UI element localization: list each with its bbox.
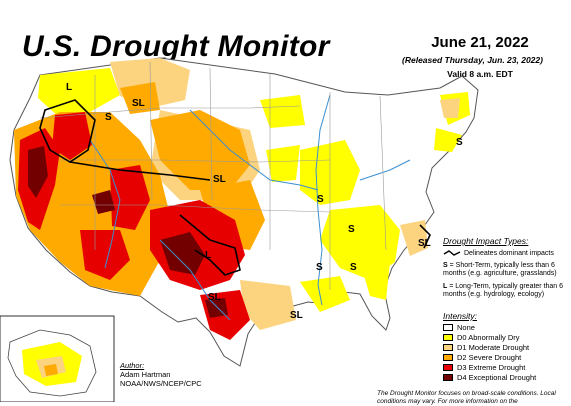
legend-swatch <box>443 323 453 331</box>
impact-label: SL <box>418 238 431 249</box>
valid-time: Valid 8 a.m. EDT <box>447 69 513 79</box>
author-heading: Author: <box>120 361 145 370</box>
impact-label: SL <box>132 98 145 109</box>
impact-boundaries <box>39 99 431 276</box>
legend-label: D0 Abnormally Dry <box>457 332 520 342</box>
release-date: (Released Thursday, Jun. 23, 2022) <box>402 55 543 65</box>
author-block: Author: Adam Hartman NOAA/NWS/NCEP/CPC <box>120 361 202 388</box>
impact-types-key: Drought Impact Types: Delineates dominan… <box>443 236 571 299</box>
intensity-legend: Intensity: None D0 Abnormally Dry D1 Mod… <box>443 311 571 382</box>
page-title: U.S. Drought Monitor <box>22 30 330 63</box>
footnote: The Drought Monitor focuses on broad-sca… <box>377 390 556 405</box>
legend-item: D0 Abnormally Dry <box>443 332 571 342</box>
impact-label: SL <box>213 174 226 185</box>
author-org: NOAA/NWS/NCEP/CPC <box>120 379 202 388</box>
impact-label: SL <box>208 292 221 303</box>
impact-types-heading: Drought Impact Types: <box>443 236 529 246</box>
impact-labels: L SL SL S S L SL S S S SL SL S <box>66 82 463 321</box>
impact-label: SL <box>290 310 303 321</box>
delineates-row: Delineates dominant impacts <box>443 249 571 257</box>
short-term-description: S = Short-Term, typically less than 6 mo… <box>443 262 571 278</box>
long-term-text: = Long-Term, typically greater than 6 mo… <box>443 283 564 298</box>
alaska-inset <box>0 315 115 402</box>
legend-label: D1 Moderate Drought <box>457 342 530 352</box>
impact-label: L <box>66 82 72 93</box>
legend-item: D1 Moderate Drought <box>443 342 571 352</box>
legend-label: D2 Severe Drought <box>457 352 522 362</box>
long-term-description: L = Long-Term, typically greater than 6 … <box>443 283 571 299</box>
impact-label: S <box>348 224 355 235</box>
short-term-text: = Short-Term, typically less than 6 mont… <box>443 262 557 277</box>
impact-label: L <box>205 250 211 261</box>
intensity-heading: Intensity: <box>443 311 478 321</box>
d4-areas <box>28 146 228 318</box>
legend-item: D2 Severe Drought <box>443 352 571 362</box>
legend-label: D3 Extreme Drought <box>457 362 526 372</box>
impact-label: S <box>456 137 463 148</box>
legend-item: D4 Exceptional Drought <box>443 372 571 382</box>
legend-label: D4 Exceptional Drought <box>457 372 537 382</box>
impact-line-sample <box>443 250 461 256</box>
impact-label: S <box>350 262 357 273</box>
impact-label: S <box>105 112 112 123</box>
legend-swatch <box>443 363 453 371</box>
legend-item: None <box>443 322 571 332</box>
map-date: June 21, 2022 <box>431 34 529 51</box>
long-term-key: L <box>443 283 448 290</box>
impact-label: S <box>317 194 324 205</box>
legend-swatch <box>443 333 453 341</box>
legend-item: D3 Extreme Drought <box>443 362 571 372</box>
legend-swatch <box>443 343 453 351</box>
legend-label: None <box>457 322 475 332</box>
state-borders <box>39 61 387 290</box>
short-term-key: S <box>443 262 448 269</box>
legend-swatch <box>443 373 453 381</box>
legend-swatch <box>443 353 453 361</box>
impact-label: S <box>316 262 323 273</box>
delineates-text: Delineates dominant impacts <box>464 249 554 257</box>
author-name: Adam Hartman <box>120 370 171 379</box>
